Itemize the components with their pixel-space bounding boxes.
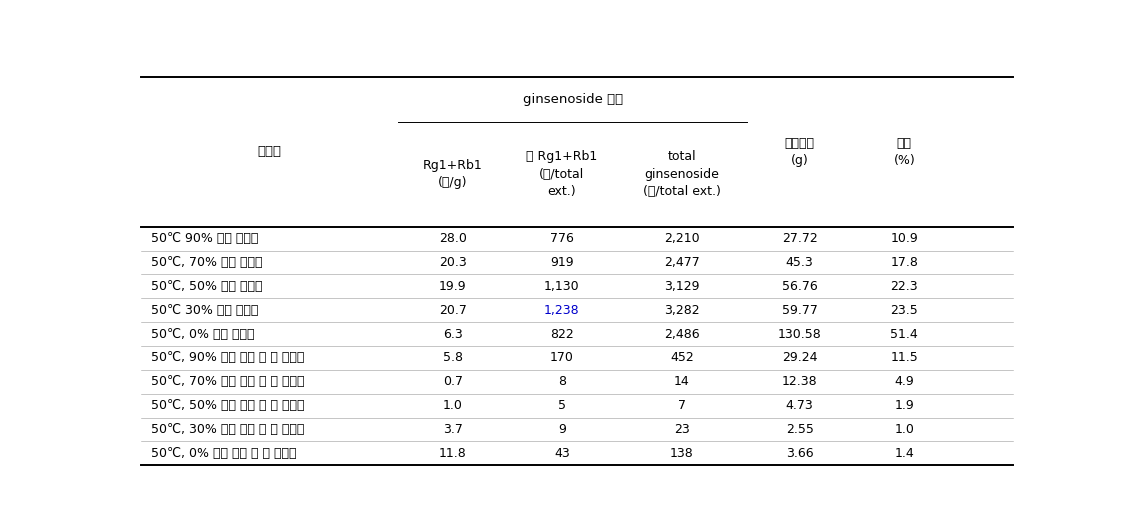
Text: 50℃, 90% 주정 추출 후 물 추출물: 50℃, 90% 주정 추출 후 물 추출물 (151, 351, 305, 364)
Text: 1.9: 1.9 (894, 399, 914, 412)
Text: 0.7: 0.7 (443, 375, 463, 388)
Text: 23.5: 23.5 (891, 303, 918, 317)
Text: Rg1+Rb1
(㎎/g): Rg1+Rb1 (㎎/g) (423, 159, 483, 190)
Text: 29.24: 29.24 (781, 351, 817, 364)
Text: 43: 43 (554, 447, 570, 460)
Text: 59.77: 59.77 (781, 303, 817, 317)
Text: 2.55: 2.55 (786, 423, 814, 436)
Text: 50℃, 0% 주정 추출 후 물 추출물: 50℃, 0% 주정 추출 후 물 추출물 (151, 447, 297, 460)
Text: 50℃ 90% 주정 추출물: 50℃ 90% 주정 추출물 (151, 232, 259, 245)
Text: 추출물: 추출물 (258, 145, 282, 159)
Text: 50℃, 30% 주정 추출 후 물 추출물: 50℃, 30% 주정 추출 후 물 추출물 (151, 423, 305, 436)
Text: 50℃, 50% 주정 추출물: 50℃, 50% 주정 추출물 (151, 280, 262, 293)
Text: 12.38: 12.38 (781, 375, 817, 388)
Text: 2,486: 2,486 (664, 328, 699, 341)
Text: 2,210: 2,210 (664, 232, 699, 245)
Text: 138: 138 (670, 447, 694, 460)
Text: 50℃, 70% 주정 추출물: 50℃, 70% 주정 추출물 (151, 256, 262, 269)
Text: 수율
(%): 수율 (%) (893, 136, 915, 167)
Text: 20.7: 20.7 (439, 303, 466, 317)
Text: 22.3: 22.3 (891, 280, 918, 293)
Text: 50℃ 30% 주정 추출물: 50℃ 30% 주정 추출물 (151, 303, 259, 317)
Text: 1,130: 1,130 (544, 280, 580, 293)
Text: total
ginsenoside
(㎎/total ext.): total ginsenoside (㎎/total ext.) (643, 150, 721, 198)
Text: 14: 14 (674, 375, 689, 388)
Text: 51.4: 51.4 (891, 328, 918, 341)
Text: 1.0: 1.0 (443, 399, 463, 412)
Text: 7: 7 (678, 399, 686, 412)
Text: 50℃, 50% 주정 추출 후 물 추출물: 50℃, 50% 주정 추출 후 물 추출물 (151, 399, 305, 412)
Text: 4.9: 4.9 (894, 375, 914, 388)
Text: 11.5: 11.5 (891, 351, 918, 364)
Text: 56.76: 56.76 (781, 280, 817, 293)
Text: 50℃, 0% 주정 추출물: 50℃, 0% 주정 추출물 (151, 328, 254, 341)
Text: 3,129: 3,129 (664, 280, 699, 293)
Text: 45.3: 45.3 (786, 256, 813, 269)
Text: 11.8: 11.8 (439, 447, 466, 460)
Text: 5.8: 5.8 (443, 351, 463, 364)
Text: 9: 9 (557, 423, 565, 436)
Text: 3.7: 3.7 (443, 423, 463, 436)
Text: 776: 776 (549, 232, 574, 245)
Text: 1.0: 1.0 (894, 423, 914, 436)
Text: 2,477: 2,477 (664, 256, 699, 269)
Text: 170: 170 (549, 351, 574, 364)
Text: 19.9: 19.9 (439, 280, 466, 293)
Text: 17.8: 17.8 (891, 256, 919, 269)
Text: 3,282: 3,282 (664, 303, 699, 317)
Text: 1,238: 1,238 (544, 303, 580, 317)
Text: 130.58: 130.58 (778, 328, 822, 341)
Text: ginsenoside 함량: ginsenoside 함량 (522, 93, 623, 106)
Text: 총추출물
(g): 총추출물 (g) (785, 136, 814, 167)
Text: 822: 822 (549, 328, 573, 341)
Text: 총 Rg1+Rb1
(㎎/total
ext.): 총 Rg1+Rb1 (㎎/total ext.) (526, 150, 598, 198)
Text: 1.4: 1.4 (894, 447, 914, 460)
Text: 3.66: 3.66 (786, 447, 813, 460)
Text: 6.3: 6.3 (443, 328, 463, 341)
Text: 4.73: 4.73 (786, 399, 813, 412)
Text: 919: 919 (549, 256, 573, 269)
Text: 50℃, 70% 주정 추출 후 물 추출물: 50℃, 70% 주정 추출 후 물 추출물 (151, 375, 305, 388)
Text: 28.0: 28.0 (439, 232, 466, 245)
Text: 23: 23 (674, 423, 689, 436)
Text: 10.9: 10.9 (891, 232, 918, 245)
Text: 8: 8 (557, 375, 565, 388)
Text: 5: 5 (557, 399, 565, 412)
Text: 452: 452 (670, 351, 694, 364)
Text: 27.72: 27.72 (781, 232, 817, 245)
Text: 20.3: 20.3 (439, 256, 466, 269)
